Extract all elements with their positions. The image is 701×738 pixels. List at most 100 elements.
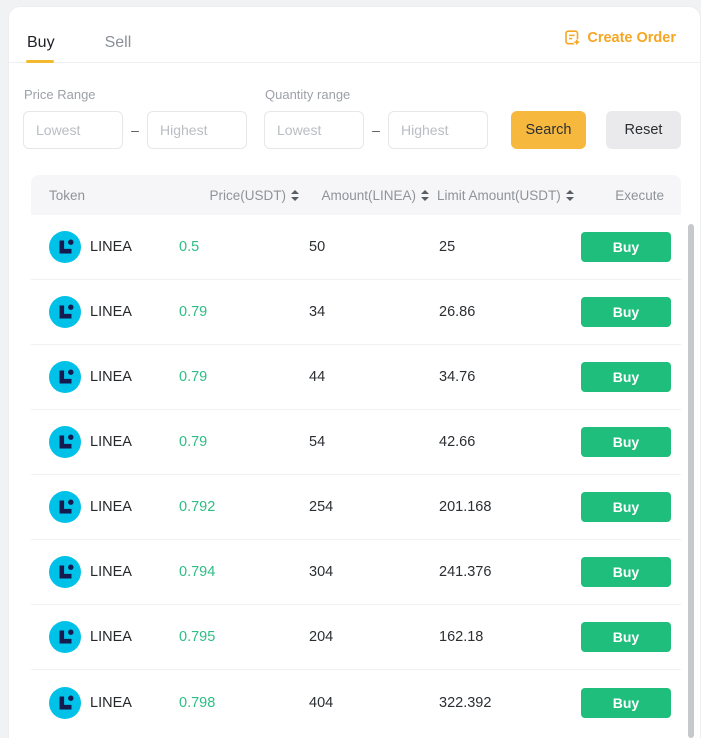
execute-cell: Buy: [581, 557, 695, 587]
range-separator: –: [131, 122, 139, 138]
buy-button[interactable]: Buy: [581, 622, 671, 652]
price-range-label: Price Range: [24, 87, 96, 102]
order-panel: Buy Sell Create Order Price Range: [8, 6, 701, 738]
create-order-button[interactable]: Create Order: [564, 29, 676, 46]
tabs-bar: Buy Sell Create Order: [9, 7, 700, 63]
token-cell: LINEA: [31, 231, 171, 263]
execute-cell: Buy: [581, 687, 695, 718]
amount-cell: 54: [309, 434, 326, 450]
quantity-lowest-input[interactable]: [264, 111, 364, 149]
token-cell: LINEA: [31, 491, 171, 523]
amount-cell: 50: [309, 239, 326, 255]
linea-token-icon: [49, 231, 81, 263]
linea-token-icon: [49, 361, 81, 393]
token-name: LINEA: [90, 239, 132, 255]
filters-bar: Price Range – Quantity range – Search Re…: [9, 63, 700, 149]
amount-cell: 404: [309, 694, 334, 711]
buy-button[interactable]: Buy: [581, 557, 671, 587]
token-name: LINEA: [90, 369, 132, 385]
create-order-icon: [564, 29, 581, 46]
table-row: LINEA 0.5 50 25 Buy: [31, 215, 681, 280]
column-header-execute: Execute: [615, 187, 664, 203]
execute-cell: Buy: [581, 427, 695, 457]
token-name: LINEA: [90, 434, 132, 450]
token-name: LINEA: [90, 629, 132, 645]
orders-table: Token Price(USDT) Amount(LINEA) Limit Am…: [31, 175, 681, 735]
execute-cell: Buy: [581, 232, 695, 262]
buy-button[interactable]: Buy: [581, 687, 671, 718]
range-separator: –: [372, 122, 380, 138]
table-row: LINEA 0.794 304 241.376 Buy: [31, 540, 681, 605]
amount-cell: 34: [309, 304, 326, 320]
price-lowest-input[interactable]: [23, 111, 123, 149]
column-header-amount[interactable]: Amount(LINEA): [299, 188, 429, 203]
execute-cell: Buy: [581, 297, 695, 327]
price-cell: 0.798: [179, 694, 216, 711]
limit-amount-cell: 201.168: [439, 499, 492, 515]
amount-cell: 44: [309, 369, 326, 385]
execute-cell: Buy: [581, 362, 695, 392]
table-row: LINEA 0.798 404 322.392 Buy: [31, 670, 681, 735]
linea-token-icon: [49, 621, 81, 653]
execute-cell: Buy: [581, 622, 695, 652]
buy-button[interactable]: Buy: [581, 362, 671, 392]
price-cell: 0.5: [179, 239, 200, 255]
token-cell: LINEA: [31, 686, 171, 719]
column-header-price[interactable]: Price(USDT): [171, 188, 299, 203]
amount-cell: 204: [309, 629, 334, 645]
price-highest-input[interactable]: [147, 111, 247, 149]
column-header-token: Token: [49, 187, 86, 203]
buy-button[interactable]: Buy: [581, 232, 671, 262]
price-cell: 0.79: [179, 369, 208, 385]
price-cell: 0.79: [179, 434, 208, 450]
table-row: LINEA 0.79 44 34.76 Buy: [31, 345, 681, 410]
linea-token-icon: [49, 556, 81, 588]
linea-token-icon: [49, 296, 81, 328]
amount-cell: 304: [309, 564, 334, 580]
linea-token-icon: [49, 426, 81, 458]
search-button[interactable]: Search: [511, 111, 586, 149]
buy-button[interactable]: Buy: [581, 297, 671, 327]
tabs: Buy Sell: [25, 23, 133, 63]
amount-cell: 254: [309, 499, 334, 515]
linea-token-icon: [49, 686, 81, 719]
price-cell: 0.794: [179, 564, 216, 580]
quantity-highest-input[interactable]: [388, 111, 488, 149]
table-row: LINEA 0.795 204 162.18 Buy: [31, 605, 681, 670]
column-header-limit-amount[interactable]: Limit Amount(USDT): [429, 188, 581, 203]
token-name: LINEA: [90, 499, 132, 515]
execute-cell: Buy: [581, 492, 695, 522]
price-cell: 0.795: [179, 629, 216, 645]
token-cell: LINEA: [31, 296, 171, 328]
limit-amount-cell: 322.392: [439, 694, 492, 711]
limit-amount-cell: 162.18: [439, 629, 484, 645]
token-name: LINEA: [90, 564, 132, 580]
buy-button[interactable]: Buy: [581, 427, 671, 457]
sort-icon[interactable]: [421, 189, 429, 201]
tab-buy[interactable]: Buy: [25, 23, 57, 63]
sort-icon[interactable]: [291, 189, 299, 201]
token-cell: LINEA: [31, 426, 171, 458]
vertical-scrollbar[interactable]: [688, 224, 694, 738]
create-order-label: Create Order: [587, 29, 676, 46]
price-range-group: Price Range –: [23, 87, 247, 149]
reset-button[interactable]: Reset: [606, 111, 681, 149]
limit-amount-cell: 42.66: [439, 434, 476, 450]
limit-amount-cell: 25: [439, 239, 456, 255]
table-row: LINEA 0.79 34 26.86 Buy: [31, 280, 681, 345]
sort-icon[interactable]: [565, 189, 574, 201]
table-header: Token Price(USDT) Amount(LINEA) Limit Am…: [31, 175, 681, 215]
buy-button[interactable]: Buy: [581, 492, 671, 522]
token-cell: LINEA: [31, 556, 171, 588]
token-name: LINEA: [90, 694, 132, 711]
price-cell: 0.79: [179, 304, 208, 320]
price-cell: 0.792: [179, 499, 216, 515]
linea-token-icon: [49, 491, 81, 523]
limit-amount-cell: 241.376: [439, 564, 492, 580]
quantity-range-group: Quantity range –: [264, 87, 488, 149]
token-cell: LINEA: [31, 361, 171, 393]
token-cell: LINEA: [31, 621, 171, 653]
tab-sell[interactable]: Sell: [104, 33, 132, 51]
limit-amount-cell: 26.86: [439, 304, 476, 320]
table-body: LINEA 0.5 50 25 Buy LINEA 0.79 34 26.86 …: [31, 215, 681, 735]
